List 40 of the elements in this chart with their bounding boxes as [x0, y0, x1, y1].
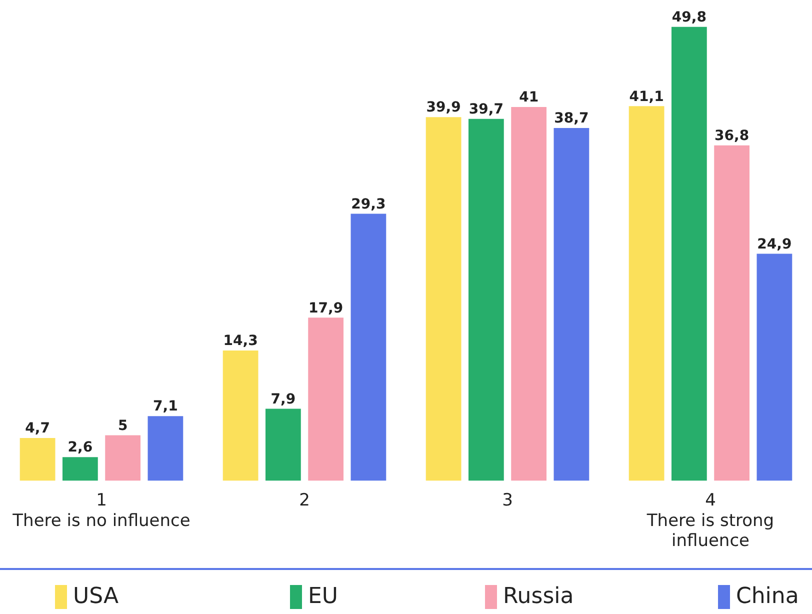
- data-label: 38,7: [554, 110, 589, 127]
- data-label: 41,1: [629, 88, 664, 105]
- legend-label: China: [736, 584, 799, 609]
- bar: [222, 350, 258, 481]
- x-tick-label: 2: [299, 490, 310, 510]
- legend-label: EU: [308, 584, 338, 609]
- x-tick-label: 1 There is no influence: [12, 490, 190, 531]
- data-label: 49,8: [672, 9, 706, 26]
- legend-label: Russia: [503, 584, 574, 609]
- bar: [756, 254, 792, 481]
- bar: [265, 408, 301, 481]
- data-label: 36,8: [714, 128, 750, 144]
- bar: [671, 26, 707, 481]
- data-label: 41: [519, 90, 539, 106]
- data-label: 39,9: [426, 100, 461, 116]
- data-label: 29,3: [351, 196, 386, 212]
- data-label: 39,7: [468, 102, 504, 118]
- bar: [20, 438, 56, 481]
- data-label: 7,1: [153, 398, 178, 415]
- data-label: 17,9: [308, 300, 344, 316]
- data-label: 7,9: [270, 391, 296, 408]
- bar: [511, 107, 547, 481]
- data-label: 2,6: [68, 440, 93, 456]
- bar: [554, 128, 590, 481]
- bar: [105, 435, 141, 481]
- data-label: 14,3: [223, 333, 258, 350]
- bar: [426, 117, 462, 481]
- x-tick-label: 3: [502, 490, 513, 510]
- bar: [62, 457, 98, 481]
- bar: [714, 145, 750, 481]
- x-tick-label: 4 There is strong influence: [646, 490, 774, 552]
- bar: [148, 416, 184, 481]
- bar: [628, 106, 664, 481]
- data-label: 4,7: [25, 420, 50, 437]
- data-label: 5: [118, 418, 128, 434]
- bar: [350, 214, 386, 481]
- data-label: 24,9: [757, 236, 792, 252]
- legend-label: USA: [73, 584, 119, 609]
- bar: [468, 118, 504, 481]
- bar: [308, 318, 344, 481]
